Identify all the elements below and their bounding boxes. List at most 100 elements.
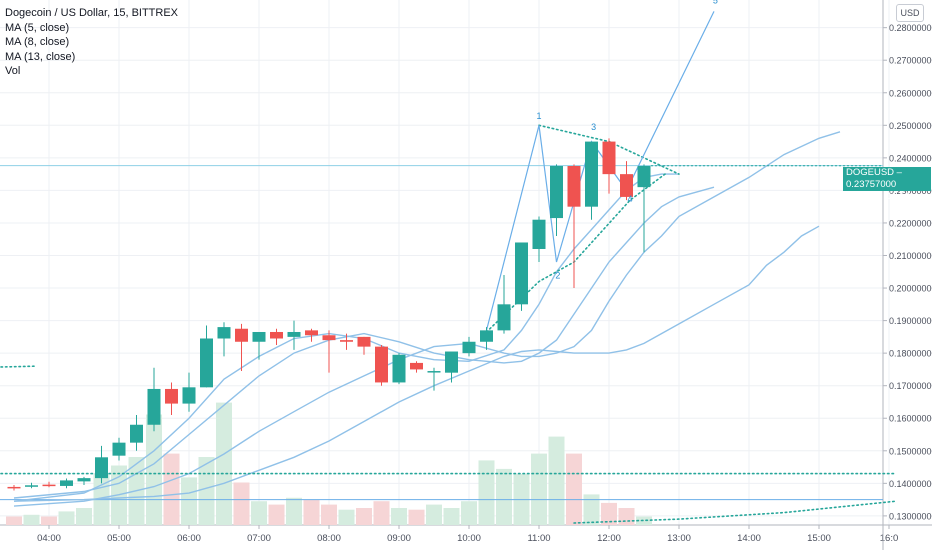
candle-body (550, 165, 563, 219)
candle-body (620, 174, 633, 197)
volume-bar (408, 509, 425, 525)
candle-body (427, 371, 441, 373)
volume-bar (41, 516, 57, 525)
candle-body (235, 328, 248, 342)
x-axis-tick-label: 09:00 (387, 533, 411, 544)
x-axis-tick-label: 16:0 (880, 533, 899, 544)
price-tag-price: 0.23757000 (846, 179, 897, 190)
y-axis-tick-label: 0.26000000 (889, 88, 932, 98)
x-axis-tick-label: 07:00 (247, 533, 271, 544)
candle-body (147, 388, 161, 425)
candle-body (112, 442, 126, 456)
wave-label: 5 (713, 0, 718, 5)
volume-bar (443, 508, 460, 525)
x-axis-tick-label: 14:00 (737, 533, 761, 544)
volume-bar (461, 501, 477, 525)
volume-bar (583, 494, 600, 525)
candle-body (95, 457, 108, 479)
candle-body (305, 330, 318, 336)
legend-ma5: MA (5, close) (5, 21, 70, 34)
candle-body (7, 486, 21, 489)
y-axis-tick-label: 0.22000000 (889, 218, 932, 228)
x-axis-tick-label: 08:00 (317, 533, 341, 544)
price-tag-countdown: 11:59 (887, 191, 911, 202)
volume-bar (198, 457, 215, 525)
y-axis-tick-label: 0.25000000 (889, 121, 932, 131)
price-tag-symbol: DOGEUSD (846, 167, 895, 178)
y-axis-tick-label: 0.19000000 (889, 316, 932, 326)
x-axis-tick-label: 05:00 (107, 533, 131, 544)
dotted-trendline (573, 500, 897, 524)
candle-body (130, 424, 143, 443)
last-price-tag: DOGEUSD – 0.23757000 11:59 (843, 167, 931, 202)
volume-bar (286, 497, 302, 525)
candle-body (532, 219, 546, 249)
candle-body (375, 346, 388, 383)
x-axis-tick-label: 04:00 (37, 533, 61, 544)
x-axis-tick-label: 13:00 (667, 533, 691, 544)
candle-body (410, 362, 423, 370)
volume-bar (216, 402, 232, 525)
y-axis-tick-label: 0.15000000 (889, 446, 932, 456)
candle-body (287, 331, 301, 337)
wave-label: 3 (591, 122, 596, 132)
legend-title: Dogecoin / US Dollar, 15, BITTREX (5, 7, 179, 19)
volume-bar (391, 508, 407, 525)
volume-bar (23, 514, 40, 525)
candle-body (25, 485, 38, 487)
y-axis-tick-label: 0.27000000 (889, 56, 932, 66)
candle-body (567, 165, 581, 207)
candle-body (165, 388, 178, 404)
currency-button[interactable]: USD (896, 4, 924, 22)
candle-body (322, 335, 336, 341)
volume-bar (233, 482, 250, 525)
y-axis-tick-label: 0.13000000 (889, 511, 932, 521)
volume-bar (548, 436, 565, 525)
x-axis-tick-label: 11:00 (527, 533, 550, 544)
volume-bar (356, 508, 372, 525)
volume-bar (618, 508, 635, 525)
candle-body (585, 141, 598, 207)
y-axis-tick-label: 0.24000000 (889, 153, 932, 163)
moving-average-line (13, 186, 715, 499)
candle-body (392, 354, 406, 383)
y-axis-tick-label: 0.17000000 (889, 381, 932, 391)
candle-body (217, 327, 231, 339)
y-axis-tick-label: 0.16000000 (889, 414, 932, 424)
y-axis-tick-label: 0.21000000 (889, 251, 932, 261)
wave-label: 4 (627, 194, 632, 204)
wave-label: 2 (555, 270, 560, 280)
candle-body (357, 336, 371, 347)
candle-body (252, 331, 266, 342)
moving-average-line (13, 131, 841, 507)
volume-bar (531, 453, 547, 525)
candle-body (637, 165, 651, 188)
candle-body (445, 351, 458, 373)
volume-bar (163, 453, 180, 525)
volume-bar (321, 504, 337, 525)
candle-body (497, 304, 511, 331)
volume-bar (303, 499, 320, 525)
volume-bar (6, 516, 22, 525)
moving-average-line (13, 225, 820, 502)
y-axis-tick-label: 0.20000000 (889, 284, 932, 294)
volume-bar (426, 504, 442, 525)
volume-bar (636, 516, 652, 525)
volume-bar (181, 477, 197, 525)
candle-body (77, 478, 91, 482)
x-axis-tick-label: 10:00 (457, 533, 481, 544)
volume-bar (496, 468, 512, 525)
wave-label: 1 (536, 111, 541, 121)
y-axis-tick-label: 0.18000000 (889, 349, 932, 359)
volume-bar (373, 501, 390, 525)
legend-vol: Vol (5, 65, 21, 77)
volume-bar (338, 509, 355, 525)
x-axis-tick-label: 06:00 (177, 533, 201, 544)
candle-body (182, 387, 196, 404)
legend-ma8: MA (8, close) (5, 36, 70, 48)
volume-bar (146, 414, 162, 525)
y-axis-tick-label: 0.28000000 (889, 23, 932, 33)
candle-body (602, 141, 616, 175)
